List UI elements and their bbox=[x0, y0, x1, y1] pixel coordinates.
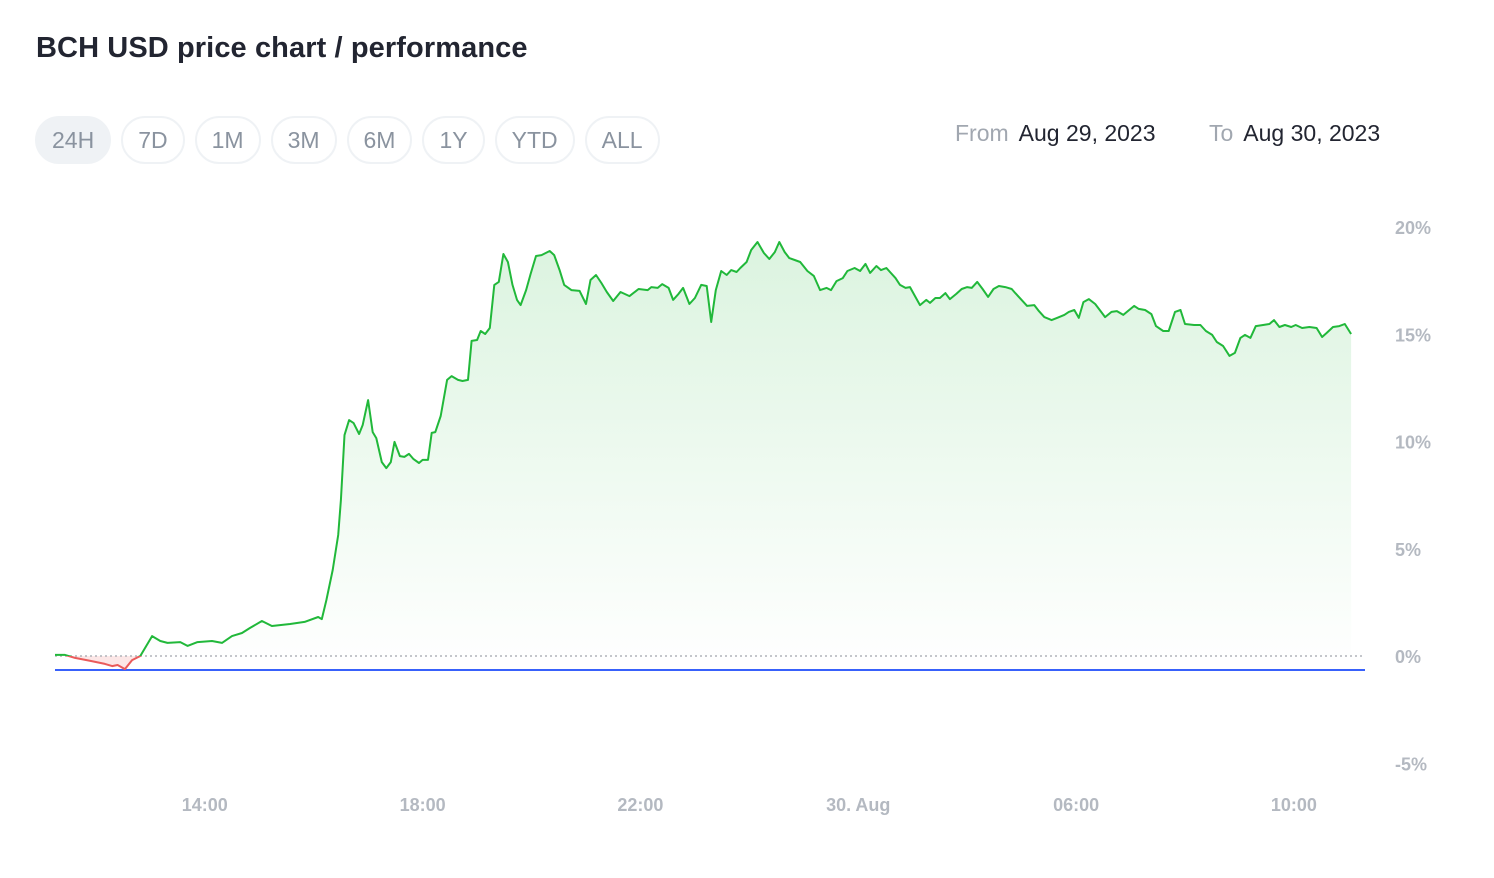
range-ytd-button[interactable]: YTD bbox=[494, 116, 575, 164]
range-7d-button[interactable]: 7D bbox=[121, 116, 185, 164]
y-tick-label: 5% bbox=[1395, 540, 1421, 560]
y-tick-label: 0% bbox=[1395, 647, 1421, 667]
y-tick-label: 20% bbox=[1395, 218, 1431, 238]
from-label: From bbox=[955, 120, 1009, 146]
y-tick-label: 15% bbox=[1395, 325, 1431, 345]
y-tick-label: -5% bbox=[1395, 754, 1427, 774]
x-tick-label: 30. Aug bbox=[826, 795, 890, 815]
x-tick-label: 22:00 bbox=[617, 795, 663, 815]
from-date[interactable]: From Aug 29, 2023 bbox=[955, 120, 1156, 147]
price-line-positive bbox=[55, 241, 1352, 656]
from-value: Aug 29, 2023 bbox=[1018, 120, 1156, 146]
x-tick-label: 14:00 bbox=[182, 795, 228, 815]
x-tick-label: 06:00 bbox=[1053, 795, 1099, 815]
area-fill-positive bbox=[55, 242, 1352, 656]
range-1y-button[interactable]: 1Y bbox=[422, 116, 485, 164]
range-selector: 24H 7D 1M 3M 6M 1Y YTD ALL bbox=[35, 116, 660, 164]
range-all-button[interactable]: ALL bbox=[584, 116, 660, 164]
x-tick-label: 18:00 bbox=[400, 795, 446, 815]
range-3m-button[interactable]: 3M bbox=[270, 116, 337, 164]
y-tick-label: 10% bbox=[1395, 433, 1431, 453]
to-label: To bbox=[1209, 120, 1234, 146]
range-6m-button[interactable]: 6M bbox=[346, 116, 413, 164]
to-value: Aug 30, 2023 bbox=[1243, 120, 1381, 146]
page-title: BCH USD price chart / performance bbox=[36, 32, 528, 64]
range-24h-button[interactable]: 24H bbox=[35, 116, 112, 164]
range-1m-button[interactable]: 1M bbox=[194, 116, 261, 164]
x-tick-label: 10:00 bbox=[1271, 795, 1317, 815]
to-date[interactable]: To Aug 30, 2023 bbox=[1209, 120, 1380, 147]
